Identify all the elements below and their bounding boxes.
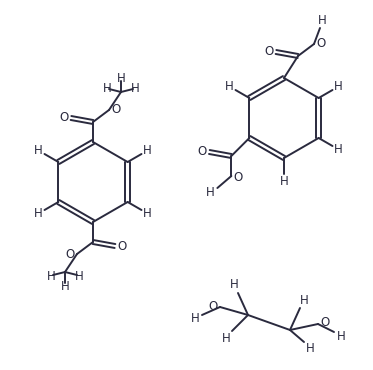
Text: H: H bbox=[222, 332, 231, 344]
Text: H: H bbox=[75, 269, 84, 283]
Text: H: H bbox=[334, 143, 343, 156]
Text: O: O bbox=[59, 111, 69, 124]
Text: O: O bbox=[65, 249, 75, 262]
Text: O: O bbox=[264, 44, 274, 57]
Text: H: H bbox=[305, 343, 314, 356]
Text: O: O bbox=[198, 145, 207, 158]
Text: H: H bbox=[34, 144, 43, 157]
Text: H: H bbox=[225, 80, 234, 93]
Text: H: H bbox=[143, 144, 152, 157]
Text: O: O bbox=[117, 240, 126, 253]
Text: H: H bbox=[191, 313, 200, 326]
Text: H: H bbox=[230, 279, 238, 292]
Text: H: H bbox=[117, 71, 125, 84]
Text: H: H bbox=[334, 80, 343, 93]
Text: O: O bbox=[209, 299, 217, 313]
Text: H: H bbox=[336, 330, 345, 343]
Text: O: O bbox=[316, 37, 326, 50]
Text: H: H bbox=[61, 279, 69, 293]
Text: H: H bbox=[103, 81, 112, 94]
Text: O: O bbox=[112, 102, 120, 115]
Text: H: H bbox=[131, 81, 140, 94]
Text: H: H bbox=[34, 207, 43, 220]
Text: H: H bbox=[47, 269, 55, 283]
Text: H: H bbox=[300, 293, 308, 306]
Text: H: H bbox=[206, 185, 215, 198]
Text: H: H bbox=[143, 207, 152, 220]
Text: H: H bbox=[318, 13, 326, 27]
Text: O: O bbox=[320, 316, 330, 330]
Text: O: O bbox=[234, 171, 243, 184]
Text: H: H bbox=[280, 175, 288, 188]
